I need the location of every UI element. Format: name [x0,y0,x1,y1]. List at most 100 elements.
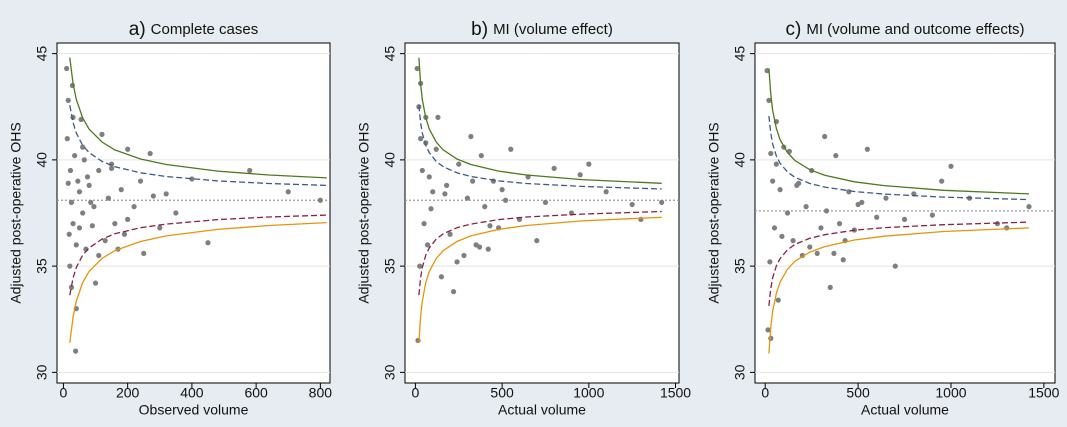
x-tick-label: 0 [761,385,769,401]
data-point [64,65,70,72]
data-point [767,259,773,265]
data-point [80,210,86,216]
data-point [421,221,427,227]
x-tick-label: 0 [60,385,68,401]
data-point [247,167,253,174]
x-tick-label: 800 [309,385,333,401]
data-point [426,174,432,180]
data-point [419,167,425,174]
data-point [482,204,488,210]
data-point [864,146,870,152]
data-point [68,284,75,290]
x-tick-label: 1500 [1028,385,1059,401]
data-point [76,225,83,231]
data-point [109,165,115,171]
data-point [929,212,935,218]
control-limit [69,221,327,343]
x-tick-label: 500 [846,385,870,401]
data-point [430,189,436,195]
data-point [173,210,179,216]
data-point [67,167,74,174]
data-point [892,263,898,269]
data-point [105,195,111,201]
data-point [68,199,75,205]
data-point [948,163,954,169]
control-limit [768,68,1030,195]
data-point [823,208,830,214]
data-point [478,153,484,159]
data-point [96,167,102,174]
data-point [499,187,505,193]
data-point [534,238,540,244]
data-point [768,335,774,341]
control-limit [768,221,1030,306]
x-tick-label: 0 [412,385,420,401]
y-tick-label: 40 [34,152,50,168]
plot-area [404,42,680,384]
data-point [790,238,796,244]
x-axis-label: Actual volume [498,402,586,418]
data-point [502,197,509,203]
data-point [73,348,79,354]
data-point [818,225,824,231]
control-limit [768,115,1030,201]
y-axis-label: Adjusted post-operative OHS [706,122,722,303]
data-point [768,150,774,157]
data-point [874,214,880,220]
data-point [96,252,102,259]
data-point [766,97,772,103]
plot-area [754,42,1056,384]
data-point [428,206,434,212]
data-point [91,204,97,210]
data-point [784,210,791,216]
data-point [485,246,491,252]
x-tick-label: 500 [490,385,514,401]
panel-title-text: MI (volume effect) [493,21,613,38]
control-limit [69,57,327,179]
control-limit [418,57,662,184]
data-point [1026,204,1032,210]
panel-title: b) MI (volume effect) [471,19,613,40]
data-point [840,257,846,263]
control-limit [768,227,1030,354]
data-point [189,176,195,182]
data-point [765,327,771,333]
y-axis-label: Adjusted post-operative OHS [356,122,372,303]
data-point [125,216,131,222]
data-point [415,337,421,344]
data-point [1004,225,1010,231]
data-point [76,189,83,195]
x-tick-label: 600 [244,385,268,401]
data-point [542,199,549,205]
data-point [777,187,783,193]
data-point [807,244,813,250]
data-point [846,189,852,195]
data-point [84,174,91,180]
y-tick-label: 40 [732,152,748,168]
y-tick-label: 30 [34,364,50,380]
data-point [775,297,781,303]
data-point [773,161,779,167]
data-point [476,244,483,250]
data-point [121,231,128,237]
data-point [65,97,71,103]
y-tick-label: 40 [382,152,398,168]
data-point [444,182,450,188]
data-point [163,191,169,197]
x-axis-label: Actual volume [861,402,949,418]
data-point [65,180,71,186]
data-point [88,199,94,205]
x-tick-label: 1000 [573,385,604,401]
data-point [461,252,467,259]
data-point [822,133,828,140]
data-point [659,199,665,205]
data-point [438,274,445,280]
x-tick-label: 1500 [660,385,691,401]
data-point [86,182,92,188]
data-point [859,199,865,205]
y-tick-label: 45 [34,46,50,62]
data-point [770,178,776,184]
data-point [833,153,839,159]
data-point [150,193,156,199]
